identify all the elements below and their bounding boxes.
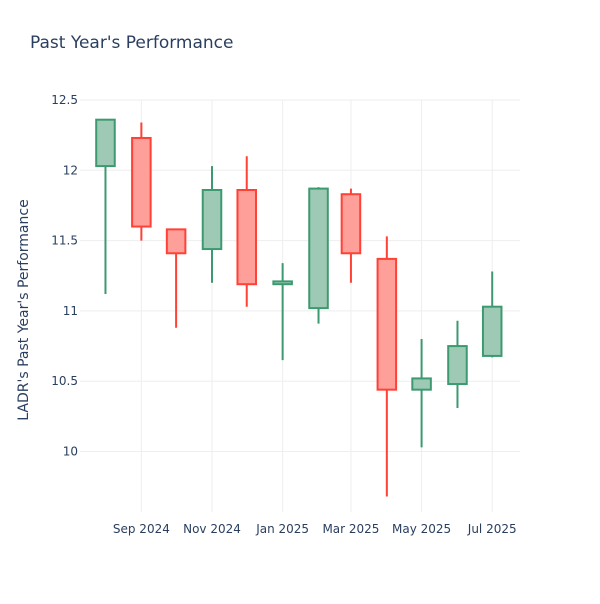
candle-increasing <box>481 271 503 358</box>
y-axis-title: LADR's Past Year's Performance <box>16 199 32 420</box>
candle-body <box>95 118 116 168</box>
candle-increasing <box>201 166 223 283</box>
y-tick-label: 10.5 <box>51 374 78 388</box>
candle-body <box>272 280 293 286</box>
candle-decreasing <box>376 236 398 497</box>
y-tick-label: 12 <box>63 163 78 177</box>
chart-title: Past Year's Performance <box>30 33 234 53</box>
candle-decreasing <box>165 228 187 328</box>
candle-body <box>376 257 398 391</box>
candle-increasing <box>95 118 116 295</box>
candle-decreasing <box>236 156 257 307</box>
y-tick-label: 11.5 <box>51 234 78 248</box>
x-tick-label: Sep 2024 <box>113 522 170 536</box>
candle-body <box>481 305 503 357</box>
x-tick-label: Jul 2025 <box>467 522 517 536</box>
candle-body <box>411 377 432 391</box>
y-tick-label: 11 <box>63 304 78 318</box>
x-tick-label: Jan 2025 <box>255 522 309 536</box>
x-tick-label: Nov 2024 <box>183 522 241 536</box>
candle-body <box>201 188 223 251</box>
candle-increasing <box>308 187 329 324</box>
y-tick-label: 12.5 <box>51 93 78 107</box>
candle-body <box>236 188 257 286</box>
candles <box>95 118 503 497</box>
candle-body <box>340 193 362 255</box>
y-tick-label: 10 <box>63 445 78 459</box>
candle-body <box>131 136 152 228</box>
x-tick-label: Mar 2025 <box>322 522 379 536</box>
x-tick-label: May 2025 <box>392 522 451 536</box>
candle-increasing <box>411 339 432 448</box>
candle-body <box>308 187 329 310</box>
axes: 10 10.5 11 11.5 12 12.5 Sep 2024 Nov 2024 Jan 20… <box>51 93 516 536</box>
candle-body <box>447 345 468 386</box>
candle-body <box>165 228 187 255</box>
candle-decreasing <box>340 188 362 283</box>
candle-increasing <box>272 263 293 361</box>
candle-decreasing <box>131 122 152 241</box>
candle-increasing <box>447 320 468 408</box>
